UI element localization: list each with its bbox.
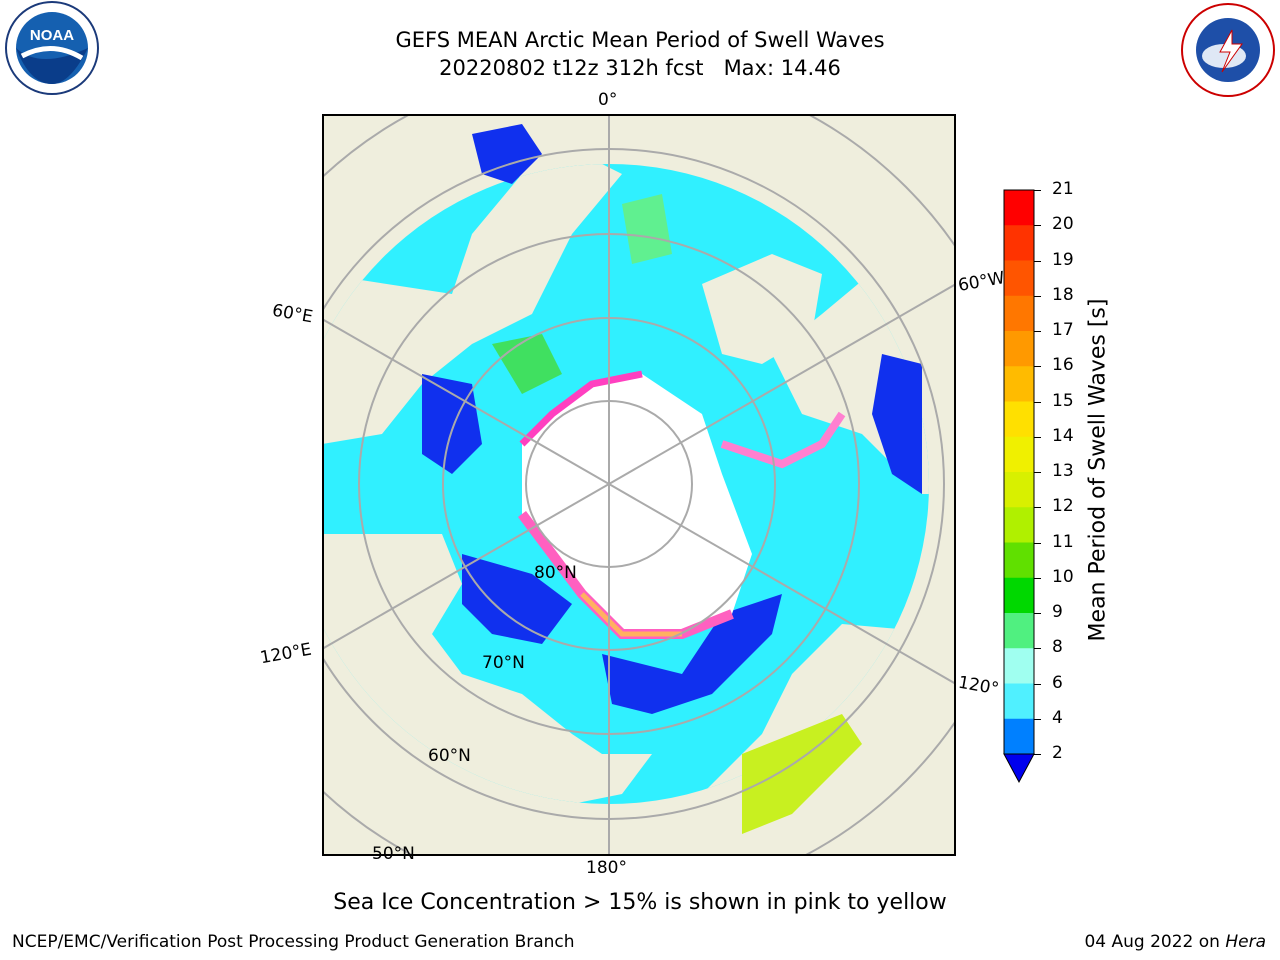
colorbar-tick [1034, 225, 1041, 227]
colorbar-tick-label: 16 [1052, 355, 1074, 376]
sea-ice-note: Sea Ice Concentration > 15% is shown in … [333, 890, 947, 915]
colorbar-tick-label: 20 [1052, 214, 1074, 235]
colorbar-tick [1034, 472, 1041, 473]
colorbar-tick-label: 13 [1052, 461, 1074, 481]
nws-logo [1176, 0, 1280, 100]
lat-label: 70°N [482, 653, 525, 673]
colorbar-tick-label: 21 [1052, 179, 1074, 199]
lon-label-left: 60°E [270, 300, 315, 328]
colorbar-tick-label: 12 [1052, 496, 1074, 517]
footer-host: Hera [1225, 932, 1266, 952]
footer-date: 04 Aug 2022 on Hera [1084, 932, 1266, 952]
colorbar-segment [1004, 613, 1034, 649]
colorbar-tick [1034, 718, 1041, 720]
colorbar-segment [1004, 472, 1034, 508]
colorbar-tick-label: 10 [1052, 566, 1074, 587]
colorbar-segment [1004, 436, 1034, 473]
colorbar-tick [1034, 648, 1041, 650]
colorbar-segment [1004, 225, 1034, 261]
polar-map [322, 114, 956, 856]
colorbar-tick [1034, 331, 1041, 332]
lon-label-top: 0° [598, 90, 618, 110]
colorbar-tick [1034, 754, 1041, 755]
chart-title: GEFS MEAN Arctic Mean Period of Swell Wa… [395, 28, 885, 52]
lon-label-right: 60°W [956, 268, 1007, 296]
colorbar-tick-label: 18 [1052, 284, 1074, 305]
colorbar-tick [1034, 401, 1041, 403]
colorbar-segment [1004, 295, 1034, 332]
lat-label: 50°N [372, 844, 415, 864]
lon-label-left-bottom: 120°E [258, 639, 314, 669]
lon-label-right-bottom: 120° [956, 672, 1001, 700]
colorbar-tick-label: 19 [1052, 249, 1074, 270]
colorbar-tick [1034, 613, 1041, 614]
lat-label: 80°N [534, 563, 577, 583]
colorbar-segment [1004, 683, 1034, 720]
colorbar-tick-label: 6 [1052, 672, 1063, 693]
colorbar-tick [1034, 260, 1041, 262]
colorbar-ticks: 21 20 19 18 17 16 15 14 13 12 11 10 9 8 6 4 2 [1034, 179, 1080, 786]
colorbar-tick [1034, 295, 1041, 297]
colorbar-label: Mean Period of Swell Waves [s] [1085, 298, 1111, 642]
footer-date-text: 04 Aug 2022 on [1084, 932, 1226, 952]
colorbar-tick [1034, 507, 1041, 509]
colorbar-segment [1004, 401, 1034, 438]
colorbar-segment [1004, 577, 1034, 614]
svg-text:NOAA: NOAA [30, 27, 74, 44]
colorbar-tick-label: 8 [1052, 637, 1063, 658]
colorbar-segment [1004, 542, 1034, 579]
colorbar-tick [1034, 542, 1041, 544]
colorbar-tick-label: 4 [1052, 707, 1063, 728]
noaa-logo: NOAA [0, 0, 104, 100]
colorbar-tick [1034, 366, 1041, 368]
lon-label-bottom: 180° [586, 858, 627, 878]
colorbar-segment [1004, 366, 1034, 402]
colorbar-segment [1004, 718, 1034, 755]
chart-subtitle: 20220802 t12z 312h fcst Max: 14.46 [439, 56, 841, 80]
colorbar-tick-label: 17 [1052, 320, 1074, 340]
colorbar-segment [1004, 331, 1034, 367]
colorbar-tick-label: 9 [1052, 602, 1063, 622]
colorbar-tick-label: 2 [1052, 743, 1063, 763]
colorbar-tick [1034, 190, 1041, 191]
colorbar-tick [1034, 683, 1041, 685]
colorbar-tick-label: 15 [1052, 390, 1074, 411]
lat-label: 60°N [428, 746, 471, 766]
colorbar-segment [1004, 648, 1034, 684]
colorbar-tick [1034, 436, 1041, 438]
colorbar-tick [1034, 577, 1041, 579]
colorbar-segment [1004, 507, 1034, 543]
footer-branch: NCEP/EMC/Verification Post Processing Pr… [12, 932, 575, 952]
colorbar-tick-label: 11 [1052, 531, 1074, 552]
colorbar-segment [1004, 190, 1034, 226]
colorbar-under-triangle [1003, 753, 1035, 784]
colorbar-segment [1004, 260, 1034, 297]
colorbar [1000, 186, 1040, 786]
colorbar-tick-label: 14 [1052, 425, 1074, 446]
